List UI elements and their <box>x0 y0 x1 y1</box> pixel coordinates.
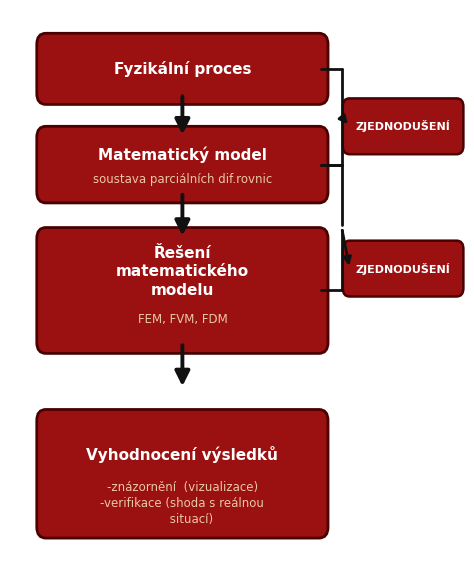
Text: Řešení
matematického
modelu: Řešení matematického modelu <box>116 246 249 298</box>
Text: -znázornění  (vizualizace)
-verifikace (shoda s reálnou
     situací): -znázornění (vizualizace) -verifikace (s… <box>100 481 264 526</box>
Text: ZJEDNODUŠENÍ: ZJEDNODUŠENÍ <box>356 120 450 132</box>
Text: soustava parciálních dif.rovnic: soustava parciálních dif.rovnic <box>93 173 272 186</box>
Text: Matematický model: Matematický model <box>98 146 267 163</box>
FancyBboxPatch shape <box>37 227 328 353</box>
FancyBboxPatch shape <box>343 99 464 154</box>
Text: ZJEDNODUŠENÍ: ZJEDNODUŠENÍ <box>356 263 450 275</box>
Text: FEM, FVM, FDM: FEM, FVM, FDM <box>137 313 227 326</box>
FancyBboxPatch shape <box>37 409 328 538</box>
FancyBboxPatch shape <box>37 33 328 104</box>
FancyBboxPatch shape <box>343 241 464 296</box>
Text: Vyhodnocení výsledků: Vyhodnocení výsledků <box>86 446 278 463</box>
Text: Fyzikální proces: Fyzikální proces <box>114 61 251 77</box>
FancyBboxPatch shape <box>37 127 328 203</box>
